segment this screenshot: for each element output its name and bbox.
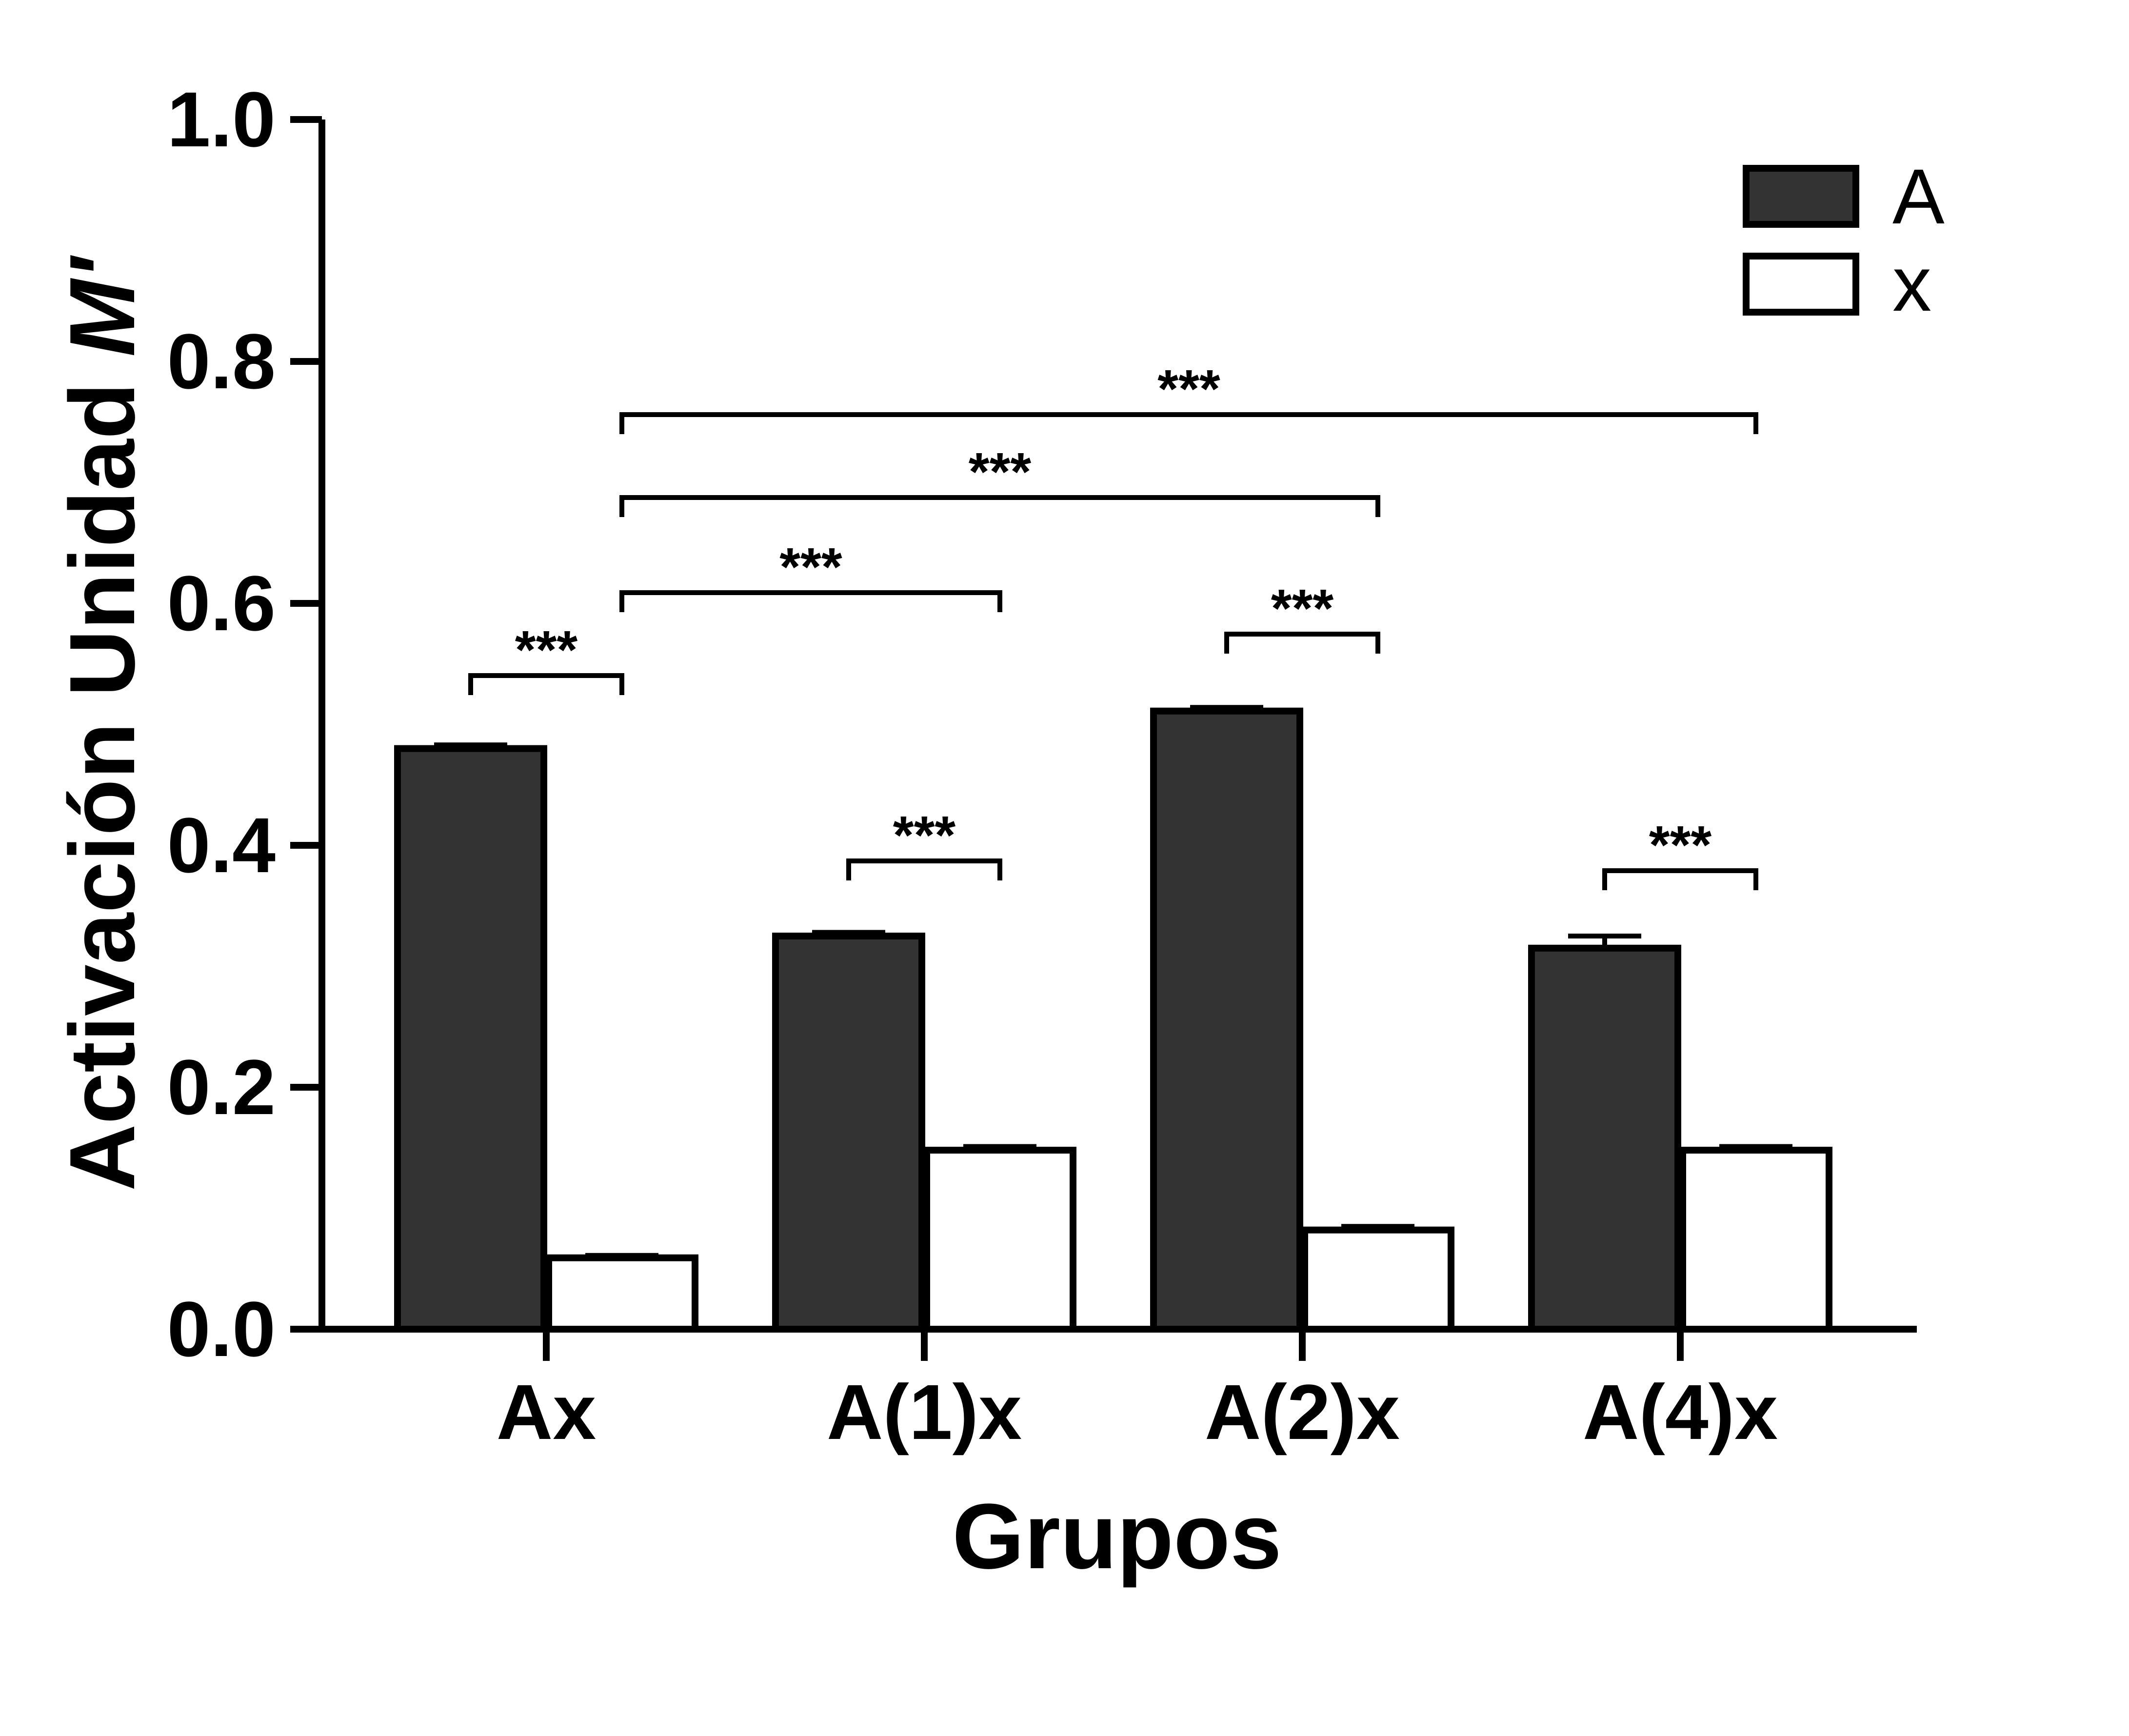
x-ticks: Ax A(1)x A(2)x A(4)x bbox=[497, 1329, 1778, 1456]
bar bbox=[394, 745, 547, 1333]
legend: A x bbox=[1743, 153, 1945, 327]
significance-label: *** bbox=[1271, 579, 1334, 639]
significance-label: *** bbox=[969, 442, 1032, 502]
bar bbox=[1528, 944, 1681, 1333]
bars-layer bbox=[394, 705, 1832, 1333]
y-tick-label: 0.4 bbox=[167, 801, 276, 889]
y-tick-label: 0.8 bbox=[167, 318, 276, 405]
axes-layer bbox=[290, 120, 1917, 1333]
y-tick-label: 1.0 bbox=[167, 76, 276, 163]
significance-bracket bbox=[619, 590, 1002, 612]
significance-label: *** bbox=[1157, 359, 1220, 419]
significance-bracket bbox=[846, 858, 1002, 880]
significance-layer: *** *** *** *** *** *** *** bbox=[468, 359, 1758, 890]
legend-label-x: x bbox=[1892, 240, 1931, 327]
x-tick-label: A(2)x bbox=[1205, 1368, 1400, 1456]
y-axis-title: Activación Unidad M' bbox=[51, 255, 154, 1191]
significance-bracket bbox=[1224, 632, 1380, 654]
y-tick-label: 0.6 bbox=[167, 559, 276, 647]
y-axis-title-italic: M' bbox=[51, 255, 154, 357]
significance-label: *** bbox=[515, 620, 578, 680]
significance-bracket bbox=[619, 412, 1758, 434]
x-tick-label: Ax bbox=[497, 1368, 597, 1456]
significance-label: *** bbox=[1649, 815, 1712, 875]
significance-bracket bbox=[1602, 868, 1758, 890]
significance-bracket bbox=[468, 673, 624, 695]
bar bbox=[1679, 1146, 1832, 1333]
bar bbox=[923, 1146, 1076, 1333]
y-tick-label: 0.0 bbox=[167, 1285, 276, 1373]
bar bbox=[772, 933, 925, 1333]
y-tick-label: 0.2 bbox=[167, 1043, 276, 1131]
significance-bracket bbox=[619, 495, 1380, 517]
legend-swatch-x bbox=[1743, 253, 1859, 316]
x-axis-title: Grupos bbox=[952, 1485, 1282, 1588]
bar bbox=[1301, 1226, 1454, 1333]
bar bbox=[1150, 707, 1303, 1333]
significance-label: *** bbox=[893, 805, 956, 865]
y-axis-title-main: Activación Unidad bbox=[51, 357, 154, 1191]
x-tick-label: A(1)x bbox=[827, 1368, 1022, 1456]
significance-label: *** bbox=[779, 537, 842, 597]
legend-label-A: A bbox=[1892, 153, 1945, 240]
legend-swatch-A bbox=[1743, 165, 1859, 228]
x-tick-label: A(4)x bbox=[1583, 1368, 1778, 1456]
y-ticks: 0.0 0.2 0.4 0.6 0.8 1.0 bbox=[167, 76, 322, 1373]
bar bbox=[545, 1254, 698, 1333]
